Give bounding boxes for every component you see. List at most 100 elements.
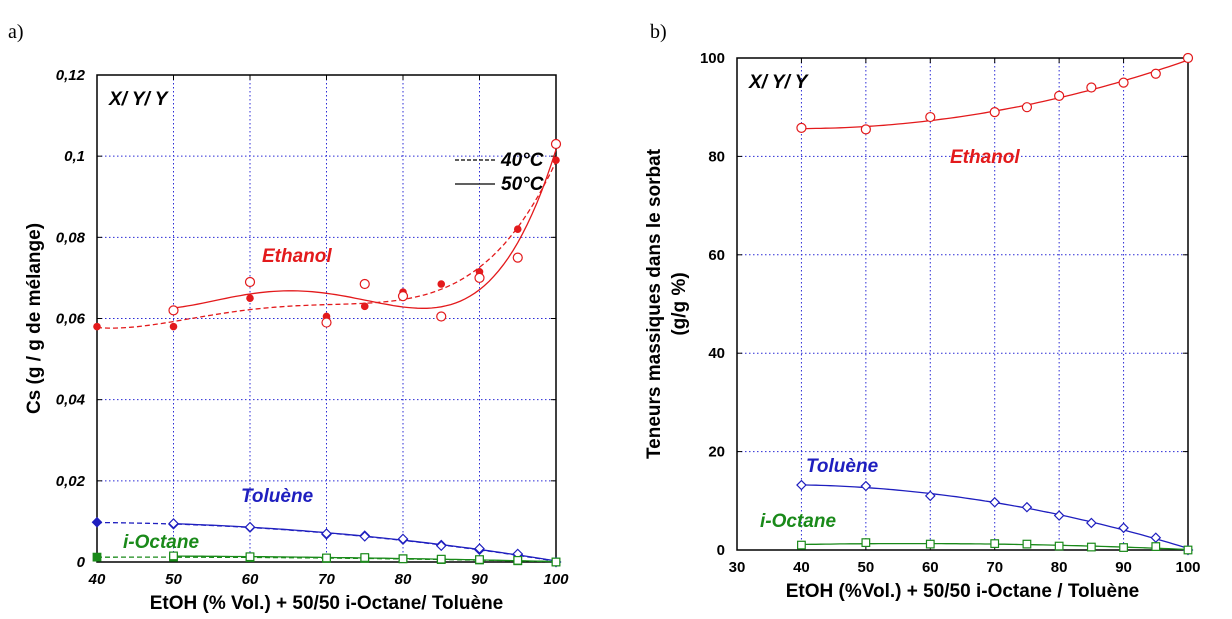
panel-label: b) xyxy=(650,21,667,43)
data-point xyxy=(1054,90,1065,101)
data-point xyxy=(796,479,807,491)
data-point xyxy=(924,490,936,502)
data-point xyxy=(93,322,101,331)
data-point xyxy=(551,557,561,567)
series-label-ethanol: Ethanol xyxy=(262,246,332,267)
data-point xyxy=(1022,539,1032,549)
data-point xyxy=(1054,541,1064,551)
data-point xyxy=(1119,543,1128,552)
y-tick-label: 100 xyxy=(700,50,725,67)
series-label-ethanol: Ethanol xyxy=(950,147,1020,168)
data-point xyxy=(1086,517,1097,529)
data-point xyxy=(168,518,179,529)
x-tick-label: 90 xyxy=(471,571,488,588)
data-point xyxy=(1086,82,1097,93)
data-point xyxy=(1086,542,1096,552)
data-point xyxy=(513,555,523,565)
data-point xyxy=(321,317,332,328)
data-point xyxy=(246,294,254,303)
data-point xyxy=(925,539,935,549)
y-tick-label: 0,06 xyxy=(56,311,86,328)
data-point xyxy=(169,322,178,331)
data-point xyxy=(513,225,522,234)
chart-panel-a: 40 50 60 70 80 90 100 0 0,02 0,04 0,06 0,08 0,1 0,12 a… xyxy=(8,21,569,614)
y-tick-label: 0,04 xyxy=(56,392,86,409)
data-point xyxy=(91,516,103,528)
y-tick-label: 0,1 xyxy=(64,148,85,165)
data-point xyxy=(989,496,1001,508)
data-point xyxy=(245,552,255,562)
data-point xyxy=(1183,545,1193,555)
legend: 40°C 50°C xyxy=(455,150,544,195)
y-tick-label: 60 xyxy=(708,247,725,264)
data-point xyxy=(359,531,371,542)
x-tick-label: 100 xyxy=(1175,559,1200,576)
data-point xyxy=(168,305,179,316)
data-point xyxy=(475,555,484,564)
x-tick-label: 40 xyxy=(793,559,810,576)
x-tick-label: 80 xyxy=(395,571,412,588)
data-point xyxy=(861,538,871,548)
data-point xyxy=(398,554,408,564)
data-point xyxy=(435,540,447,552)
x-tick-label: 60 xyxy=(922,559,939,576)
data-point xyxy=(92,552,102,562)
data-point xyxy=(1053,510,1065,521)
data-point xyxy=(1182,52,1194,64)
data-point xyxy=(512,252,523,263)
x-tick-label: 70 xyxy=(986,559,1003,576)
x-axis-title: EtOH (% Vol.) + 50/50 i-Octane/ Toluène xyxy=(150,593,504,614)
data-point xyxy=(169,551,178,561)
data-point xyxy=(1021,501,1033,513)
data-point xyxy=(990,539,1000,549)
data-point xyxy=(1151,542,1161,551)
x-tick-label: 100 xyxy=(543,571,569,588)
x-axis-title: EtOH (%Vol.) + 50/50 i-Octane / Toluène xyxy=(786,581,1140,602)
y-tick-label: 0,12 xyxy=(56,67,86,84)
series-line-ethanol xyxy=(173,149,557,309)
x-tick-label: 70 xyxy=(318,571,335,588)
data-point xyxy=(797,540,806,550)
data-point xyxy=(550,138,562,150)
data-point xyxy=(796,122,807,133)
chart-panel-b: 30 40 50 60 70 80 90 100 0 20 40 60 80 100 b) X/ Y/ Y Et… xyxy=(644,21,1201,602)
y-axis-title: Cs (g / g de mélange) xyxy=(24,223,45,414)
data-point xyxy=(321,528,332,539)
data-point xyxy=(436,311,447,322)
data-point xyxy=(1150,532,1162,544)
y-tick-label: 0,08 xyxy=(56,229,86,246)
y-axis-title-line-2: (g/g %) xyxy=(669,272,690,335)
composition-note: X/ Y/ Y xyxy=(748,72,810,93)
x-tick-label: 90 xyxy=(1115,559,1132,576)
legend-label-50c: 50°C xyxy=(501,174,544,195)
data-point xyxy=(397,533,409,545)
data-point xyxy=(1118,522,1129,534)
x-tick-label: 80 xyxy=(1051,559,1068,576)
series-label-i-octane: i-Octane xyxy=(760,511,836,532)
x-tick-label: 30 xyxy=(729,559,746,576)
data-point xyxy=(322,553,331,563)
data-point xyxy=(925,111,936,123)
legend-label-40c: 40°C xyxy=(500,150,544,171)
data-point xyxy=(1150,68,1161,79)
data-point xyxy=(860,124,871,135)
series-line-ethanol xyxy=(96,161,557,329)
y-tick-label: 0 xyxy=(717,542,725,559)
composition-note: X/ Y/ Y xyxy=(108,89,170,110)
data-point xyxy=(474,272,485,284)
x-tick-label: 50 xyxy=(858,559,875,576)
data-point xyxy=(437,280,446,288)
x-tick-label: 40 xyxy=(88,571,106,588)
data-point xyxy=(860,480,872,492)
data-point xyxy=(397,291,409,302)
y-tick-label: 0,02 xyxy=(56,473,86,490)
data-point xyxy=(989,107,1000,118)
series-label-toluene: Toluène xyxy=(241,486,314,507)
y-tick-label: 0 xyxy=(77,554,86,571)
y-tick-label: 40 xyxy=(708,345,725,362)
x-tick-label: 60 xyxy=(242,571,259,588)
data-point xyxy=(436,554,446,564)
data-point xyxy=(244,521,256,533)
plot-frame xyxy=(736,57,1189,551)
